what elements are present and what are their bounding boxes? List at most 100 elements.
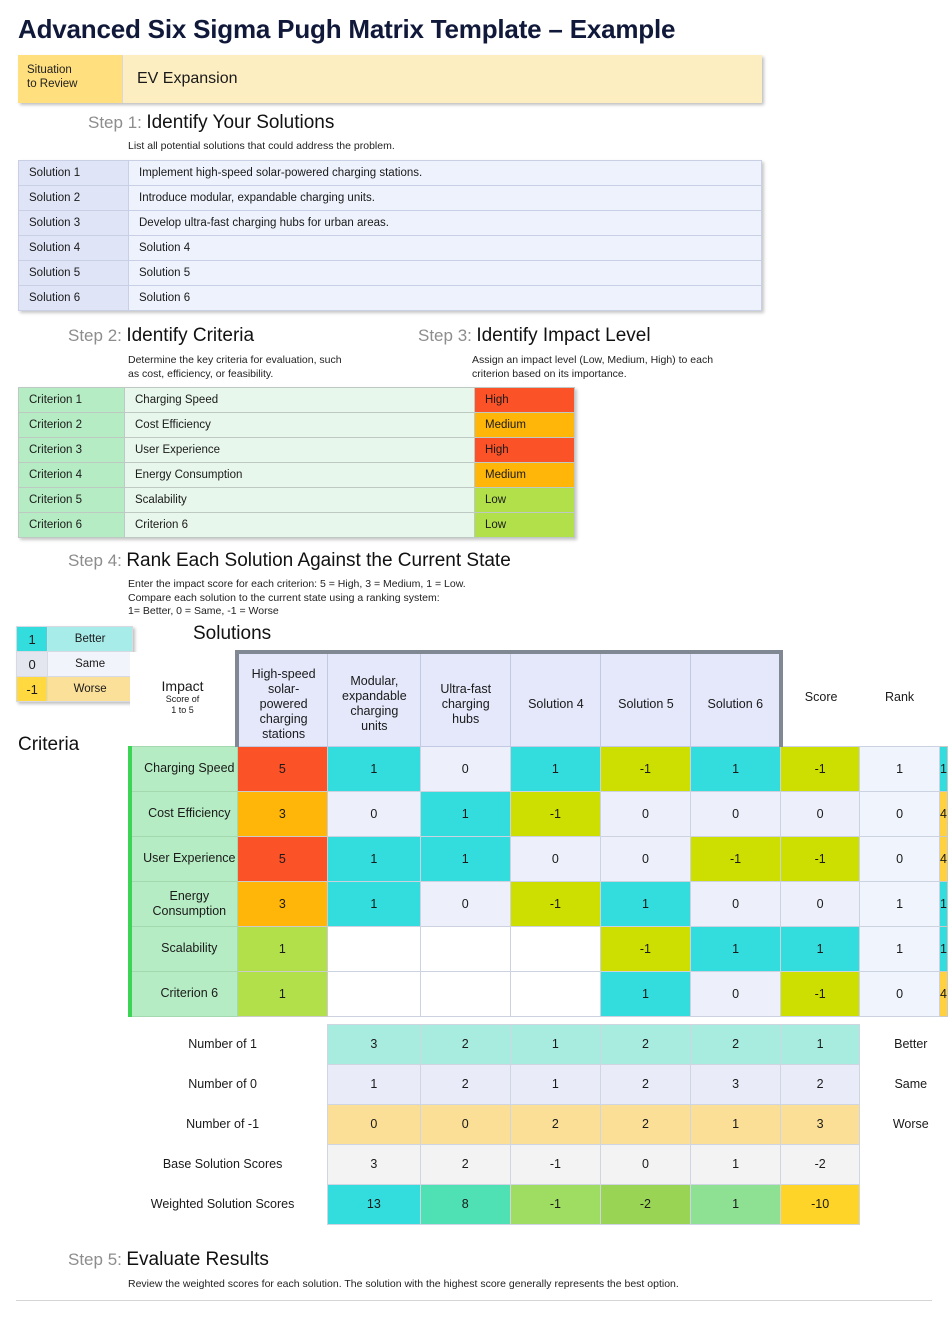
matrix-cell[interactable]: 0 [689, 970, 782, 1017]
matrix-cell[interactable]: -1 [599, 745, 691, 792]
matrix-cell[interactable]: 1 [599, 970, 691, 1017]
matrix-impact-score[interactable]: 3 [236, 880, 329, 927]
step-4-desc-line3: 1= Better, 0 = Same, -1 = Worse [128, 605, 279, 617]
criterion-impact[interactable]: Low [474, 512, 575, 538]
legend-label-better: Better [47, 626, 133, 652]
matrix-impact-score[interactable]: 5 [236, 835, 329, 882]
summary-side-label: Same [859, 1064, 948, 1104]
matrix-cell[interactable]: 0 [689, 880, 782, 927]
matrix-impact-score[interactable]: 1 [236, 970, 329, 1017]
matrix-cell[interactable]: 1 [419, 790, 511, 837]
matrix-criterion-label: Criterion 6 [127, 970, 238, 1017]
matrix-criterion-label: User Experience [127, 835, 238, 882]
summary-cell: 3 [689, 1063, 782, 1105]
matrix-impact-score[interactable]: 5 [236, 745, 329, 792]
solution-value[interactable]: Solution 5 [128, 260, 762, 286]
summary-row: Weighted Solution Scores 13 8 -1 -2 1 -1… [130, 1183, 948, 1225]
situation-value[interactable]: EV Expansion [123, 55, 762, 103]
criterion-name[interactable]: Cost Efficiency [124, 412, 475, 438]
matrix-cell[interactable]: -1 [689, 835, 782, 882]
matrix-row: Criterion 6 1 1 0 -1 0 4 [127, 970, 948, 1017]
summary-label: Base Solution Scores [130, 1144, 328, 1184]
matrix-cell[interactable]: -1 [509, 790, 601, 837]
rank-column-header: Rank [859, 652, 940, 746]
matrix-cell[interactable]: 0 [419, 745, 511, 792]
matrix-cell[interactable] [419, 970, 511, 1017]
matrix-cell[interactable]: 1 [509, 745, 601, 792]
criterion-name[interactable]: User Experience [124, 437, 475, 463]
table-row: Solution 2 Introduce modular, expandable… [18, 185, 762, 211]
matrix-cell[interactable]: 0 [689, 790, 782, 837]
step-4-heading: Step 4: Rank Each Solution Against the C… [68, 550, 511, 572]
matrix-cell[interactable]: 1 [689, 925, 782, 972]
table-row: Criterion 1 Charging Speed High [18, 387, 575, 413]
matrix-cell[interactable]: 1 [689, 745, 782, 792]
solution-value[interactable]: Solution 4 [128, 235, 762, 261]
criterion-impact[interactable]: High [474, 387, 575, 413]
matrix-cell[interactable]: 1 [780, 925, 861, 972]
matrix-cell[interactable]: -1 [509, 880, 601, 927]
matrix-cell[interactable] [327, 970, 421, 1017]
matrix-cell[interactable]: 0 [780, 790, 861, 837]
matrix-cell[interactable]: 1 [327, 880, 421, 927]
situation-banner: Situation to Review EV Expansion [18, 55, 762, 103]
solution-value[interactable]: Introduce modular, expandable charging u… [128, 185, 762, 211]
matrix-cell[interactable]: 1 [599, 880, 691, 927]
matrix-cell[interactable]: 0 [327, 790, 421, 837]
matrix-cell[interactable]: 0 [509, 835, 601, 882]
matrix-cell[interactable] [509, 925, 601, 972]
pugh-matrix: Impact Score of 1 to 5 High-speed solar-… [127, 650, 948, 1225]
summary-cell: 0 [599, 1143, 691, 1185]
step-1-heading: Step 1: Identify Your Solutions [88, 112, 334, 134]
summary-cell: 3 [327, 1143, 421, 1185]
criterion-impact[interactable]: High [474, 437, 575, 463]
summary-row: Number of 0 1 2 1 2 3 2 Same [130, 1063, 948, 1105]
step-5-description: Review the weighted scores for each solu… [128, 1278, 679, 1290]
summary-cell: 3 [780, 1103, 861, 1145]
matrix-cell[interactable]: -1 [780, 745, 861, 792]
matrix-cell[interactable]: 1 [419, 835, 511, 882]
solution-value[interactable]: Solution 6 [128, 285, 762, 311]
matrix-cell[interactable]: 0 [780, 880, 861, 927]
matrix-cell[interactable]: 0 [599, 835, 691, 882]
criterion-key: Criterion 4 [18, 462, 125, 488]
criterion-name[interactable]: Charging Speed [124, 387, 475, 413]
matrix-cell[interactable]: -1 [780, 970, 861, 1017]
matrix-cell[interactable]: 0 [599, 790, 691, 837]
criterion-name[interactable]: Scalability [124, 487, 475, 513]
step-5-number: Step 5: [68, 1250, 122, 1269]
matrix-cell[interactable]: -1 [780, 835, 861, 882]
matrix-cell[interactable] [419, 925, 511, 972]
matrix-cell[interactable] [327, 925, 421, 972]
summary-label: Weighted Solution Scores [130, 1184, 328, 1224]
criterion-impact[interactable]: Medium [474, 412, 575, 438]
summary-row: Number of -1 0 0 2 2 1 3 Worse [130, 1103, 948, 1145]
criterion-impact[interactable]: Low [474, 487, 575, 513]
summary-label: Number of -1 [130, 1104, 328, 1144]
matrix-row: User Experience 5 1 1 0 0 -1 -1 0 4 [127, 835, 948, 882]
matrix-cell[interactable]: 1 [327, 835, 421, 882]
criterion-impact[interactable]: Medium [474, 462, 575, 488]
summary-label: Number of 1 [130, 1024, 328, 1064]
summary-cell: -2 [599, 1183, 691, 1225]
criterion-name[interactable]: Criterion 6 [124, 512, 475, 538]
criterion-name[interactable]: Energy Consumption [124, 462, 475, 488]
summary-cell: -1 [509, 1143, 601, 1185]
matrix-row: Charging Speed 5 1 0 1 -1 1 -1 1 1 [127, 745, 948, 792]
matrix-rank: 1 [939, 925, 948, 972]
matrix-cell[interactable] [509, 970, 601, 1017]
matrix-impact-score[interactable]: 3 [236, 790, 329, 837]
matrix-cell[interactable]: 1 [327, 745, 421, 792]
solution-value[interactable]: Implement high-speed solar-powered charg… [128, 160, 762, 186]
legend-value-better: 1 [15, 626, 49, 652]
matrix-rank: 1 [939, 880, 948, 927]
solution-key: Solution 3 [18, 210, 129, 236]
matrix-cell[interactable]: 0 [419, 880, 511, 927]
criterion-key: Criterion 5 [18, 487, 125, 513]
table-row: Solution 4 Solution 4 [18, 235, 762, 261]
matrix-cell[interactable]: -1 [599, 925, 691, 972]
matrix-impact-score[interactable]: 1 [236, 925, 329, 972]
bottom-divider [16, 1300, 932, 1301]
solution-value[interactable]: Develop ultra-fast charging hubs for urb… [128, 210, 762, 236]
table-row: Criterion 4 Energy Consumption Medium [18, 462, 575, 488]
